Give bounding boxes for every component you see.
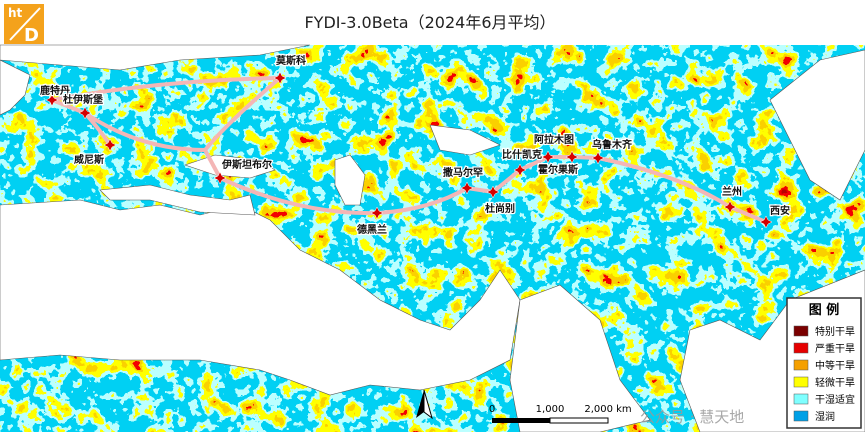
city-label: 杜伊斯堡	[63, 93, 103, 106]
city-label: 乌鲁木齐	[592, 138, 633, 151]
city-label: 霍尔果斯	[538, 163, 578, 176]
legend-label: 湿润	[815, 410, 835, 423]
scale-label: 0	[489, 404, 495, 415]
city-marker	[103, 138, 117, 152]
city-label: 杜尚别	[485, 202, 515, 215]
legend-title: 图 例	[809, 302, 840, 318]
legend-swatch	[793, 342, 809, 354]
city-marker	[78, 106, 92, 120]
city-marker	[213, 171, 227, 185]
city-marker	[723, 200, 737, 214]
city-marker	[565, 150, 579, 164]
city-marker	[513, 163, 527, 177]
city-label: 西安	[770, 204, 790, 217]
city-marker	[370, 206, 384, 220]
logo: ht D	[4, 4, 44, 46]
city-label: 伊斯坦布尔	[221, 158, 272, 171]
logo-bottom: D	[24, 25, 39, 46]
city-marker	[759, 215, 773, 229]
city-label: 德黑兰	[356, 223, 387, 236]
legend-label: 特别干旱	[815, 326, 855, 338]
city-label: 兰州	[722, 185, 742, 198]
city-label: 撒马尔罕	[443, 166, 483, 179]
city-label: 鹿特丹	[40, 84, 70, 97]
legend-swatch	[793, 359, 809, 371]
city-marker	[486, 185, 500, 199]
city-label: 莫斯科	[275, 54, 306, 67]
city-marker	[273, 71, 287, 85]
scale-label: 1,000	[536, 404, 565, 415]
city-marker	[591, 151, 605, 165]
scale-bar: 0 1,000 2,000 km	[489, 404, 632, 424]
legend-label: 严重干旱	[815, 342, 855, 355]
legend-label: 中等干旱	[815, 359, 855, 372]
city-marker	[45, 93, 59, 107]
city-label: 威尼斯	[74, 153, 104, 166]
legend-swatch	[793, 393, 809, 405]
city-label: 阿拉木图	[534, 133, 574, 146]
legend-label: 轻微干旱	[815, 376, 855, 389]
scale-label: 2,000 km	[584, 404, 631, 415]
city-label: 比什凯克	[502, 148, 542, 161]
legend-swatch	[793, 325, 809, 337]
city-marker	[460, 181, 474, 195]
title: FYDI-3.0Beta（2024年6月平均）	[304, 13, 555, 32]
north-arrow	[416, 389, 433, 420]
legend-swatch	[793, 410, 809, 422]
legend-label: 干湿适宜	[815, 393, 855, 406]
watermark: 公众号 · 慧天地	[640, 408, 744, 426]
legend-swatch	[793, 376, 809, 388]
logo-top: ht	[8, 6, 23, 20]
city-marker	[541, 150, 555, 164]
